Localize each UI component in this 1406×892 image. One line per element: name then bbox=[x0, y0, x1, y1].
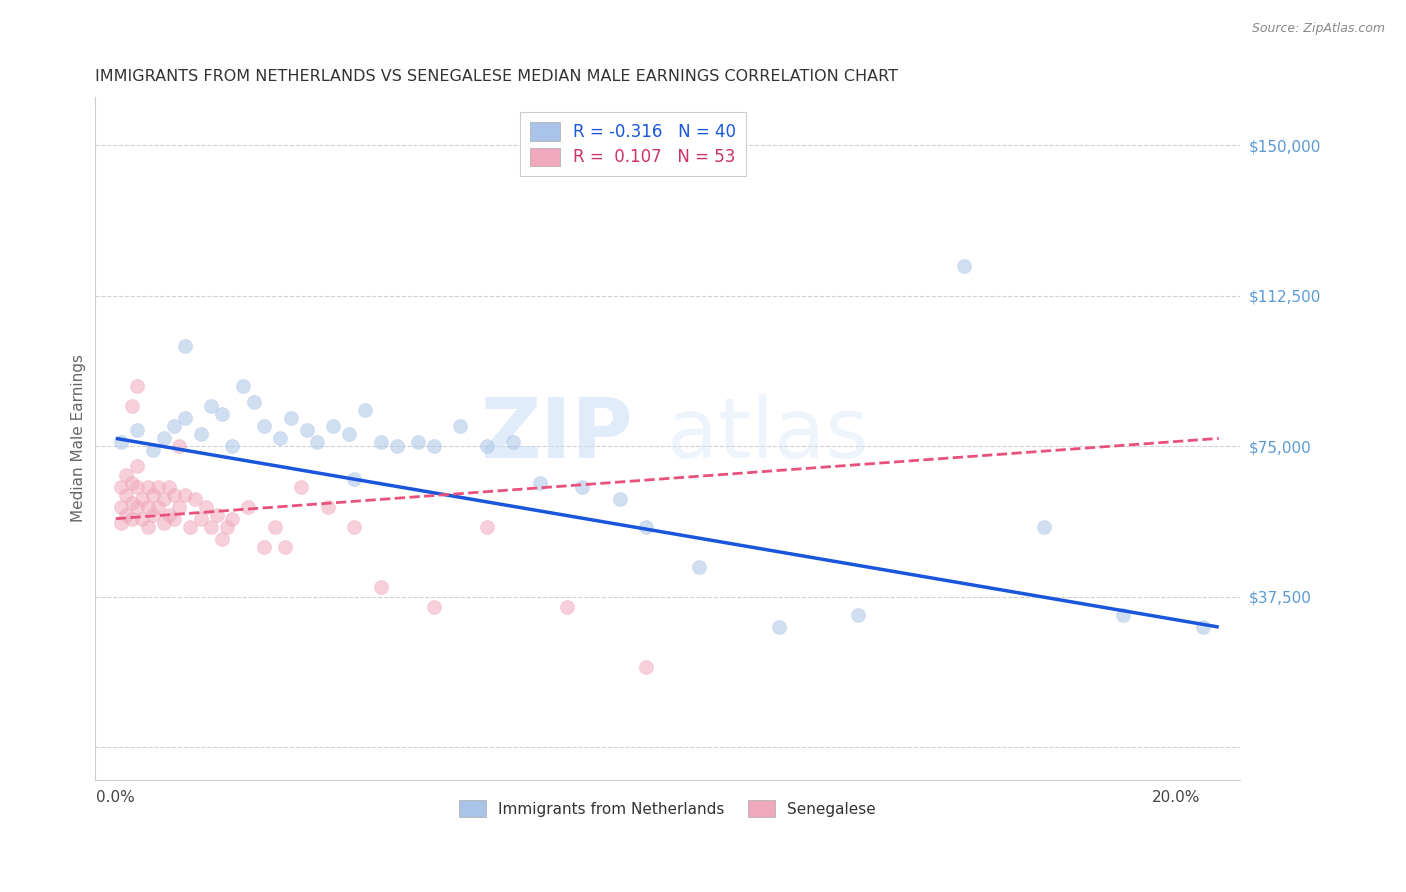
Point bbox=[131, 491, 153, 506]
Point bbox=[163, 487, 186, 501]
Point bbox=[242, 395, 264, 409]
Point bbox=[343, 471, 366, 485]
Point bbox=[423, 439, 446, 453]
Point bbox=[163, 419, 186, 434]
Point bbox=[555, 599, 578, 614]
Point bbox=[131, 511, 153, 525]
Point bbox=[846, 607, 869, 622]
Point bbox=[148, 479, 170, 493]
Point bbox=[136, 479, 159, 493]
Point bbox=[406, 435, 429, 450]
Point bbox=[253, 419, 276, 434]
Point bbox=[169, 439, 191, 453]
Point bbox=[423, 599, 446, 614]
Point bbox=[110, 435, 132, 450]
Point bbox=[1112, 607, 1135, 622]
Point bbox=[125, 479, 148, 493]
Point bbox=[136, 519, 159, 533]
Point bbox=[290, 479, 312, 493]
Point bbox=[136, 500, 159, 514]
Point bbox=[152, 516, 174, 530]
Point bbox=[307, 435, 329, 450]
Point bbox=[768, 620, 790, 634]
Point bbox=[110, 500, 132, 514]
Point bbox=[121, 511, 143, 525]
Legend: Immigrants from Netherlands, Senegalese: Immigrants from Netherlands, Senegalese bbox=[453, 794, 882, 823]
Point bbox=[502, 435, 524, 450]
Point bbox=[115, 467, 138, 482]
Point bbox=[688, 559, 710, 574]
Text: atlas: atlas bbox=[668, 394, 869, 475]
Point bbox=[125, 500, 148, 514]
Point bbox=[609, 491, 631, 506]
Point bbox=[295, 423, 318, 437]
Point bbox=[221, 439, 243, 453]
Point bbox=[173, 487, 195, 501]
Point bbox=[157, 508, 180, 522]
Text: ZIP: ZIP bbox=[481, 394, 633, 475]
Point bbox=[200, 399, 222, 413]
Point bbox=[221, 511, 243, 525]
Point bbox=[115, 508, 138, 522]
Point bbox=[121, 399, 143, 413]
Point bbox=[253, 540, 276, 554]
Point bbox=[121, 495, 143, 509]
Point bbox=[636, 519, 658, 533]
Point bbox=[636, 660, 658, 674]
Point bbox=[205, 508, 228, 522]
Point bbox=[475, 519, 498, 533]
Point bbox=[337, 427, 360, 442]
Point bbox=[190, 427, 212, 442]
Text: IMMIGRANTS FROM NETHERLANDS VS SENEGALESE MEDIAN MALE EARNINGS CORRELATION CHART: IMMIGRANTS FROM NETHERLANDS VS SENEGALES… bbox=[94, 69, 897, 84]
Point bbox=[274, 540, 297, 554]
Point bbox=[115, 487, 138, 501]
Point bbox=[152, 431, 174, 445]
Point bbox=[125, 379, 148, 393]
Point bbox=[121, 475, 143, 490]
Point bbox=[263, 519, 285, 533]
Point bbox=[184, 491, 207, 506]
Point bbox=[110, 516, 132, 530]
Point bbox=[148, 500, 170, 514]
Point bbox=[200, 519, 222, 533]
Point bbox=[238, 500, 260, 514]
Point bbox=[142, 443, 165, 458]
Point bbox=[232, 379, 254, 393]
Point bbox=[953, 259, 976, 273]
Point bbox=[173, 339, 195, 353]
Point bbox=[354, 403, 377, 417]
Point bbox=[169, 500, 191, 514]
Point bbox=[475, 439, 498, 453]
Point bbox=[269, 431, 291, 445]
Point bbox=[211, 532, 233, 546]
Point bbox=[529, 475, 551, 490]
Point bbox=[385, 439, 408, 453]
Point bbox=[179, 519, 201, 533]
Point bbox=[280, 411, 302, 425]
Point bbox=[343, 519, 366, 533]
Point bbox=[450, 419, 472, 434]
Point bbox=[142, 487, 165, 501]
Point bbox=[370, 435, 392, 450]
Point bbox=[1032, 519, 1054, 533]
Point bbox=[571, 479, 593, 493]
Point bbox=[125, 459, 148, 474]
Text: Source: ZipAtlas.com: Source: ZipAtlas.com bbox=[1251, 22, 1385, 36]
Point bbox=[1192, 620, 1215, 634]
Point bbox=[316, 500, 339, 514]
Point bbox=[322, 419, 344, 434]
Point bbox=[194, 500, 217, 514]
Point bbox=[217, 519, 239, 533]
Point bbox=[157, 479, 180, 493]
Point bbox=[152, 491, 174, 506]
Point bbox=[173, 411, 195, 425]
Point bbox=[190, 511, 212, 525]
Point bbox=[142, 508, 165, 522]
Point bbox=[125, 423, 148, 437]
Point bbox=[370, 580, 392, 594]
Y-axis label: Median Male Earnings: Median Male Earnings bbox=[72, 354, 86, 523]
Point bbox=[110, 479, 132, 493]
Point bbox=[163, 511, 186, 525]
Point bbox=[211, 407, 233, 421]
